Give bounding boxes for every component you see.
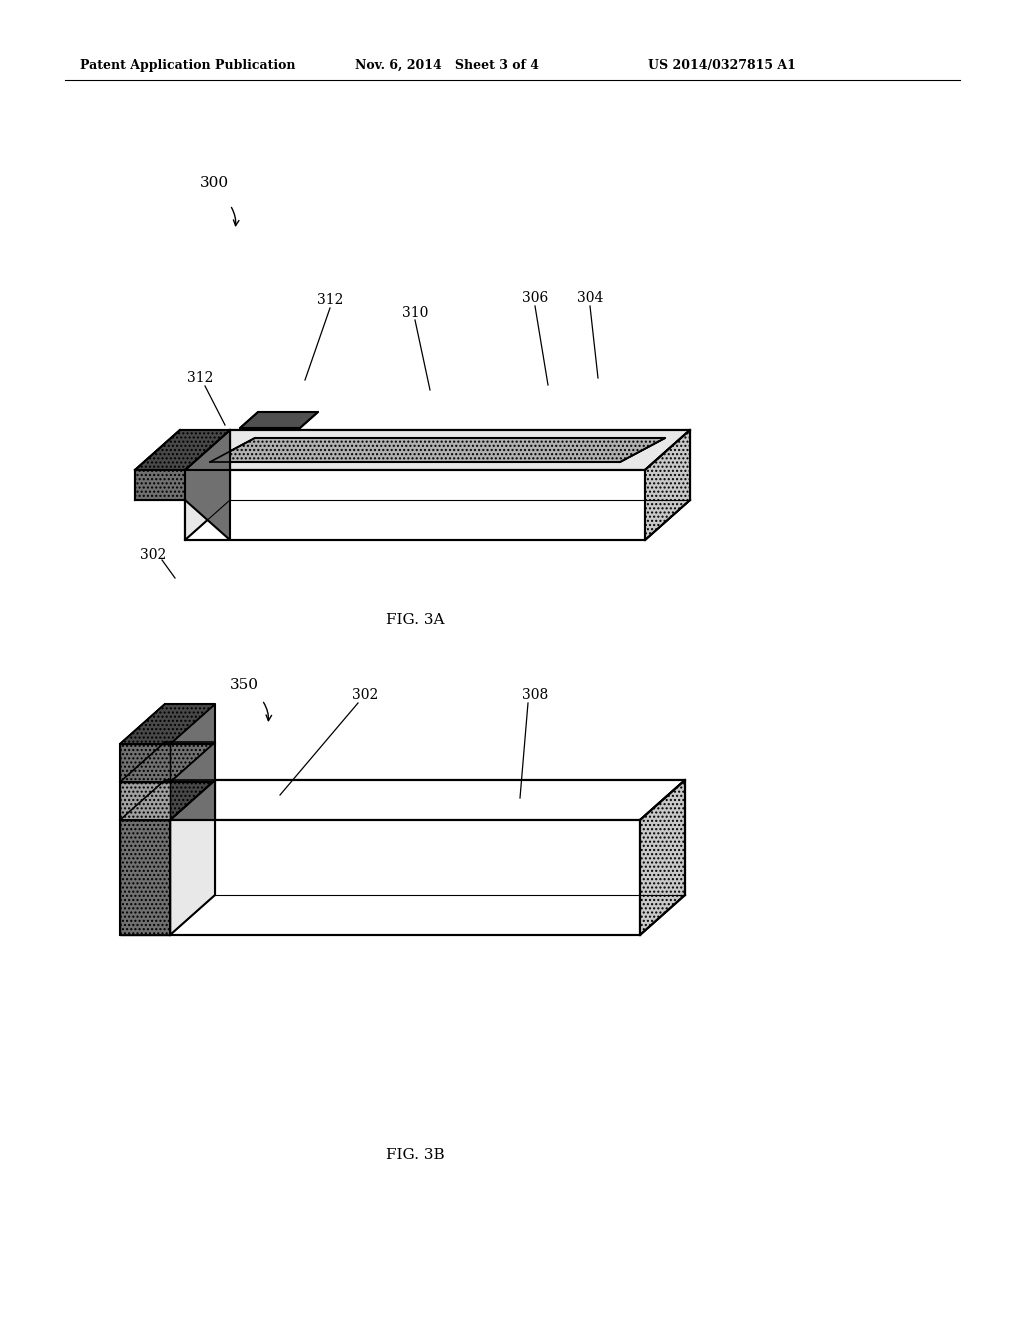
Text: FIG. 3A: FIG. 3A [386,612,444,627]
Polygon shape [120,820,170,935]
Polygon shape [120,780,215,820]
Text: Nov. 6, 2014   Sheet 3 of 4: Nov. 6, 2014 Sheet 3 of 4 [355,58,539,71]
Text: 302: 302 [140,548,166,562]
Text: 306: 306 [522,290,548,305]
Polygon shape [120,744,170,781]
Text: 300: 300 [200,176,229,190]
Polygon shape [230,430,690,500]
Polygon shape [645,430,690,540]
Polygon shape [135,470,185,500]
Text: 302: 302 [352,688,378,702]
Polygon shape [120,781,170,820]
Text: FIG. 3B: FIG. 3B [386,1148,444,1162]
Text: 310: 310 [401,306,428,319]
Polygon shape [120,742,215,781]
Polygon shape [185,430,690,470]
Text: 350: 350 [230,678,259,692]
Polygon shape [120,742,215,781]
Polygon shape [135,430,230,470]
Polygon shape [170,820,640,935]
Polygon shape [170,742,215,781]
Polygon shape [210,438,665,462]
Text: 312: 312 [186,371,213,385]
Polygon shape [640,780,685,935]
Polygon shape [170,780,685,820]
Polygon shape [185,470,645,540]
Text: 304: 304 [577,290,603,305]
Polygon shape [120,744,170,781]
Polygon shape [135,430,230,470]
Polygon shape [645,430,690,540]
Polygon shape [210,438,665,462]
Polygon shape [240,412,318,428]
Polygon shape [135,470,185,500]
Text: 308: 308 [522,688,548,702]
Polygon shape [215,780,685,895]
Polygon shape [120,704,215,744]
Text: 312: 312 [316,293,343,308]
Polygon shape [185,430,230,540]
Polygon shape [170,780,215,820]
Polygon shape [170,780,215,935]
Text: Patent Application Publication: Patent Application Publication [80,58,296,71]
Polygon shape [185,430,230,540]
Polygon shape [120,704,215,744]
Polygon shape [120,820,170,935]
Text: US 2014/0327815 A1: US 2014/0327815 A1 [648,58,796,71]
Polygon shape [120,780,215,820]
Polygon shape [120,781,170,820]
Polygon shape [170,704,215,744]
